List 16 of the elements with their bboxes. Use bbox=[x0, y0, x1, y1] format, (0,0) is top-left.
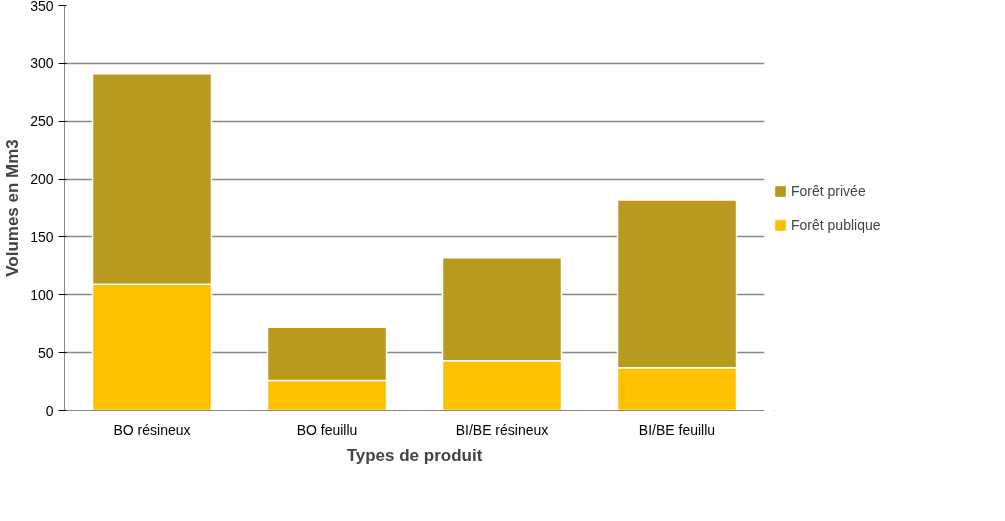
x-axis-title: Types de produit bbox=[346, 445, 483, 465]
x-tick-label: BO résineux bbox=[113, 421, 191, 438]
y-tick-label: 100 bbox=[30, 286, 54, 303]
y-tick-label: 0 bbox=[45, 402, 54, 419]
x-tick-label: BO feuillu bbox=[296, 421, 358, 438]
y-tick-label: 50 bbox=[37, 344, 54, 361]
y-tick-label: 300 bbox=[30, 55, 54, 72]
legend-label: Forêt privée bbox=[791, 182, 866, 199]
x-tick-label: BI/BE résineux bbox=[455, 421, 549, 438]
y-axis-title: Volumes en Mm3 bbox=[3, 139, 23, 277]
y-tick-label: 150 bbox=[30, 228, 54, 245]
x-tick-label: BI/BE feuillu bbox=[638, 421, 716, 438]
y-tick-label: 200 bbox=[30, 171, 54, 188]
y-tick-label: 350 bbox=[30, 0, 54, 14]
y-tick-label: 250 bbox=[30, 113, 54, 130]
legend-label: Forêt publique bbox=[791, 216, 881, 233]
